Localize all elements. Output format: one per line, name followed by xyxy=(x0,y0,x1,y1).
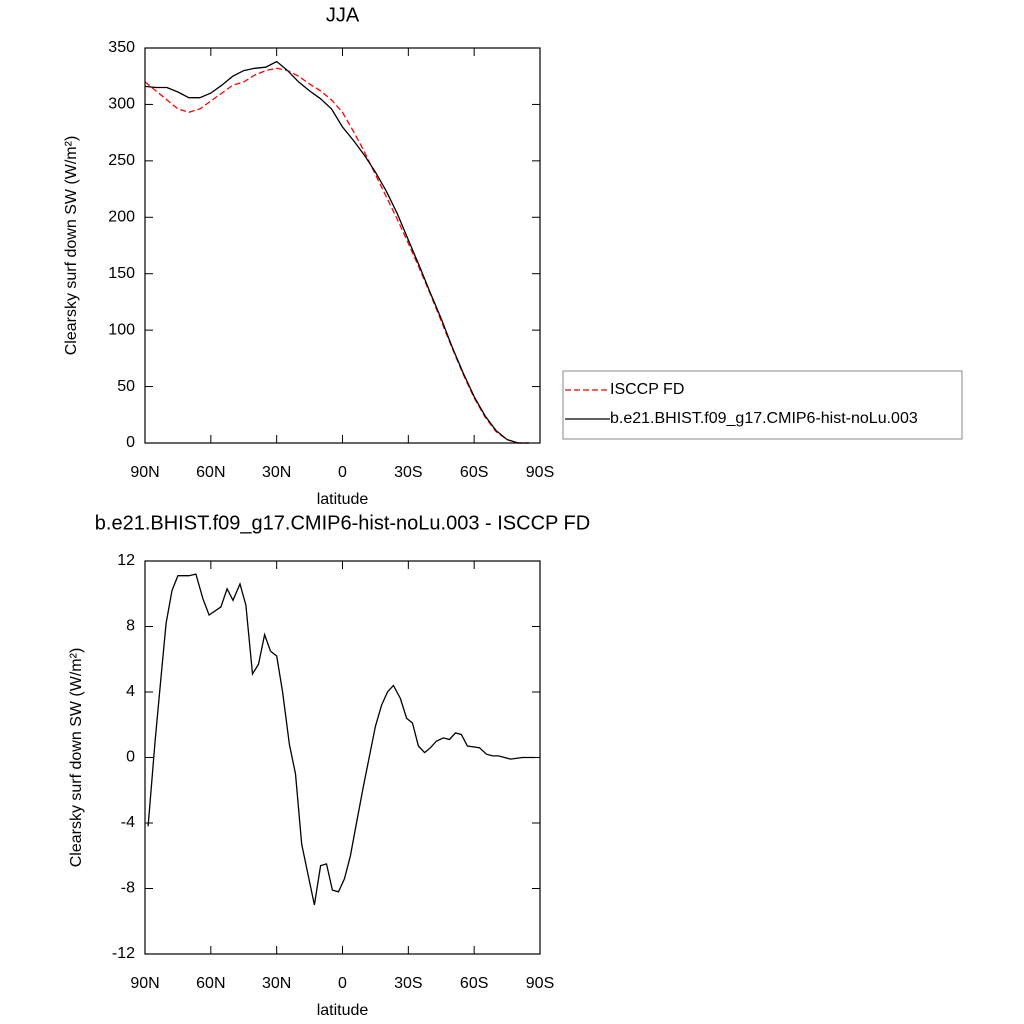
legend-label: b.e21.BHIST.f09_g17.CMIP6-hist-noLu.003 xyxy=(610,410,918,427)
y-tick-label: -12 xyxy=(112,945,135,962)
x-tick-label: 30S xyxy=(394,464,422,481)
chart-title: JJA xyxy=(326,4,360,26)
y-tick-label: 350 xyxy=(108,39,135,56)
x-tick-label: 90N xyxy=(130,464,159,481)
y-axis-label: Clearsky surf down SW (W/m²) xyxy=(63,136,80,356)
y-tick-label: 100 xyxy=(108,321,135,338)
x-tick-label: 60N xyxy=(196,975,225,992)
data-line xyxy=(144,67,529,444)
x-axis-label: latitude xyxy=(317,491,369,508)
y-tick-label: -4 xyxy=(121,814,135,831)
y-axis-label: Clearsky surf down SW (W/m²) xyxy=(68,648,85,868)
y-tick-label: 200 xyxy=(108,209,135,226)
y-tick-label: 300 xyxy=(108,96,135,113)
y-tick-label: 250 xyxy=(108,152,135,169)
x-tick-label: 90S xyxy=(526,975,554,992)
x-tick-label: 90S xyxy=(526,464,554,481)
y-tick-label: 4 xyxy=(126,683,135,700)
legend-box xyxy=(562,370,963,440)
x-tick-label: 0 xyxy=(338,975,347,992)
plot-frame xyxy=(144,560,541,955)
x-tick-label: 30S xyxy=(394,975,422,992)
y-tick-label: 150 xyxy=(108,265,135,282)
x-tick-label: 30N xyxy=(262,975,291,992)
x-tick-label: 0 xyxy=(338,464,347,481)
x-tick-label: 60N xyxy=(196,464,225,481)
data-line xyxy=(147,573,535,906)
y-tick-label: 50 xyxy=(117,378,135,395)
y-tick-label: 0 xyxy=(126,749,135,766)
y-tick-label: -8 xyxy=(121,880,135,897)
data-line xyxy=(144,60,529,444)
x-tick-label: 60S xyxy=(460,464,488,481)
x-tick-label: 60S xyxy=(460,975,488,992)
y-tick-label: 12 xyxy=(117,552,135,569)
x-axis-label: latitude xyxy=(317,1002,369,1019)
legend-label: ISCCP FD xyxy=(610,381,684,398)
y-tick-label: 0 xyxy=(126,434,135,451)
x-tick-label: 90N xyxy=(130,975,159,992)
plot-frame xyxy=(144,47,541,444)
x-tick-label: 30N xyxy=(262,464,291,481)
chart-title: b.e21.BHIST.f09_g17.CMIP6-hist-noLu.003 … xyxy=(95,512,590,534)
y-tick-label: 8 xyxy=(126,618,135,635)
